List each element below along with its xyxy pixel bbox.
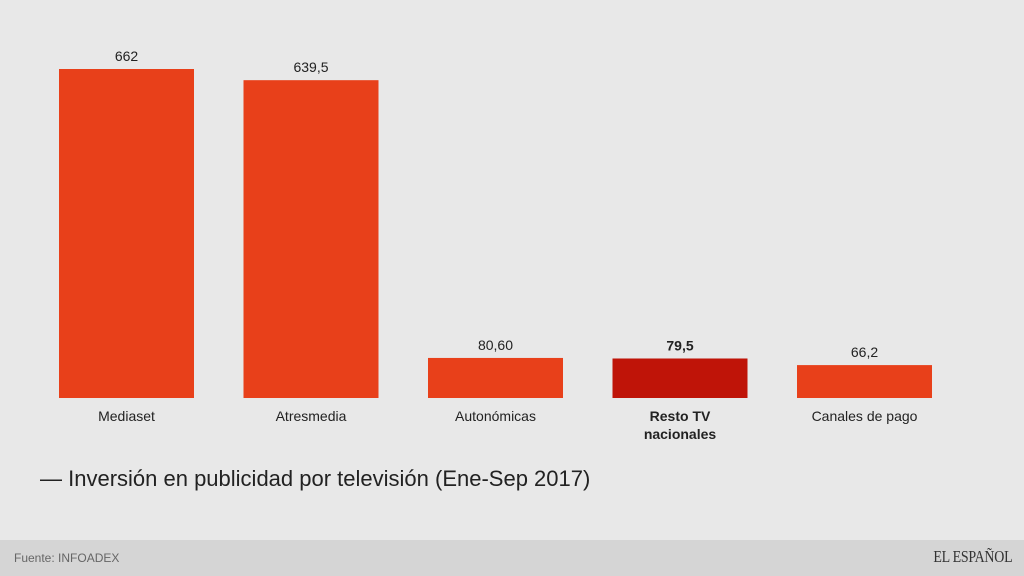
bar-0 xyxy=(59,69,194,398)
bar-3 xyxy=(612,358,748,398)
chart-svg: 662 Mediaset 639,5 Atresmedia 80,60 Autonómic… xyxy=(59,48,932,442)
value-label-0: 662 xyxy=(115,48,139,64)
category-label-3-line-0: Resto TV xyxy=(650,408,711,424)
value-label-2: 80,60 xyxy=(478,337,513,353)
category-label-1: Atresmedia xyxy=(276,408,347,424)
value-label-4: 66,2 xyxy=(851,344,878,360)
value-label-3: 79,5 xyxy=(666,337,693,353)
bar-4 xyxy=(797,365,932,398)
brand-logo: EL ESPAÑOL xyxy=(932,547,1012,566)
source-text: Fuente: INFOADEX xyxy=(14,551,120,565)
category-label-4: Canales de pago xyxy=(812,408,918,424)
bar-chart: 662 Mediaset 639,5 Atresmedia 80,60 Autonómic… xyxy=(40,48,932,491)
category-label-3-line-1: nacionales xyxy=(644,426,717,442)
bar-2 xyxy=(428,357,563,398)
chart-title: — Inversión en publicidad por televisión… xyxy=(40,466,591,491)
footer-bar: Fuente: INFOADEX EL ESPAÑOL xyxy=(0,540,1024,576)
value-label-1: 639,5 xyxy=(293,59,328,75)
category-label-0: Mediaset xyxy=(98,408,155,424)
category-label-2: Autonómicas xyxy=(455,408,536,424)
bar-1 xyxy=(243,80,379,399)
